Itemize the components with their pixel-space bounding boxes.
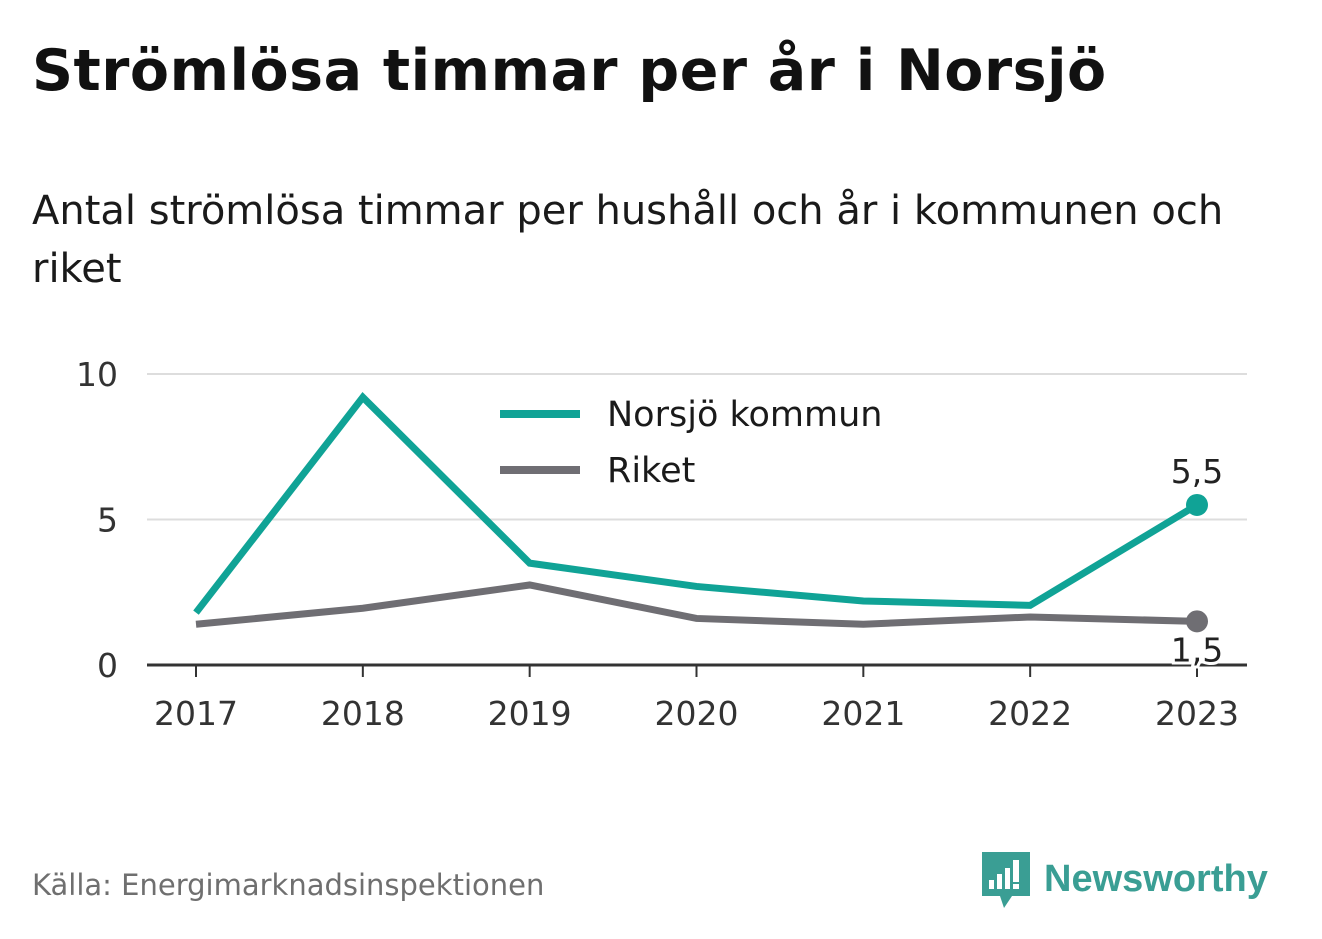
- end-point-marker: [1186, 610, 1208, 633]
- end-value-label: 1,5: [1171, 630, 1223, 669]
- end-point-marker: [1186, 493, 1208, 516]
- newsworthy-logo-icon: [982, 852, 1030, 908]
- newsworthy-logo: Newsworthy: [980, 848, 1268, 910]
- x-tick-label: 2019: [488, 694, 572, 733]
- x-tick-label: 2023: [1155, 694, 1239, 733]
- source-note: Källa: Energimarknadsinspektionen: [32, 868, 545, 902]
- series-line: [195, 581, 1198, 628]
- end-value-label: 5,5: [1171, 452, 1223, 491]
- legend-label: Norsjö kommun: [607, 395, 882, 435]
- x-tick-label: 2020: [655, 694, 739, 733]
- x-tick-label: 2022: [988, 694, 1072, 733]
- x-tick-label: 2018: [321, 694, 405, 733]
- y-tick-label: 10: [76, 355, 118, 394]
- y-tick-label: 5: [97, 501, 118, 540]
- series-line: [193, 392, 1199, 615]
- chart-subtitle: Antal strömlösa timmar per hushåll och å…: [32, 188, 1224, 292]
- chart-title: Strömlösa timmar per år i Norsjö: [32, 38, 1107, 104]
- y-tick-label: 0: [97, 646, 118, 685]
- legend-label: Riket: [607, 451, 695, 491]
- x-tick-label: 2021: [821, 694, 905, 733]
- brand-name: Newsworthy: [1044, 857, 1268, 900]
- x-tick-label: 2017: [154, 694, 238, 733]
